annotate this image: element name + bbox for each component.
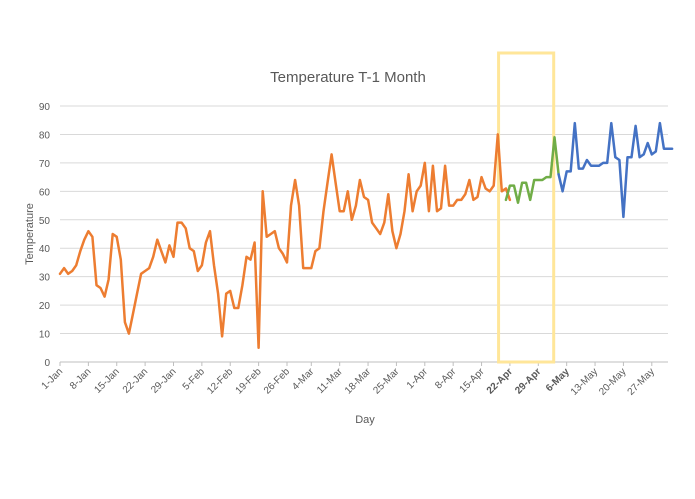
highlight-box <box>497 51 556 364</box>
y-tick-label: 80 <box>39 130 51 141</box>
series-line-history <box>58 133 512 350</box>
y-tick-label: 60 <box>39 187 51 198</box>
y-tick-label: 20 <box>39 301 51 312</box>
y-axis-label: Temperature <box>24 203 36 265</box>
chart-card <box>0 48 695 442</box>
series-line-forecast <box>557 121 674 219</box>
y-tick-label: 70 <box>39 159 51 170</box>
y-tick-label: 50 <box>39 216 51 227</box>
y-tick-label: 40 <box>39 244 51 255</box>
y-tick-label: 10 <box>39 330 51 341</box>
test-period-highlight <box>497 51 556 364</box>
series-lines <box>58 121 674 350</box>
chart-title: Temperature T-1 Month <box>270 69 426 86</box>
y-axis-tick-labels: 0 10 20 30 40 50 60 70 80 90 <box>39 102 51 369</box>
y-tick-label: 0 <box>44 358 50 369</box>
series-line-test <box>504 136 560 204</box>
x-axis-label: Day <box>355 414 375 426</box>
y-tick-label: 90 <box>39 102 51 113</box>
gridlines <box>59 105 668 366</box>
y-tick-label: 30 <box>39 273 51 284</box>
